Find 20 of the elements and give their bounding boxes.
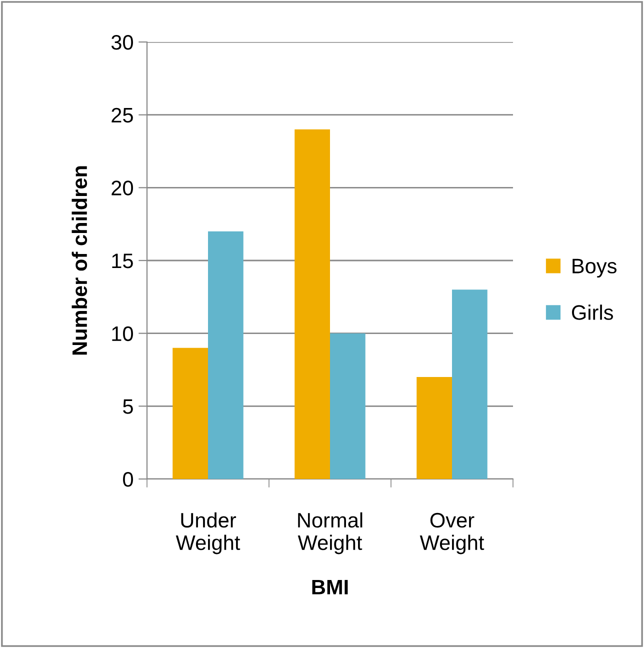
legend-label: Girls — [572, 304, 614, 320]
bar — [172, 348, 208, 479]
x-axis-title: BMI — [312, 580, 348, 594]
bar — [208, 231, 244, 479]
bar — [330, 333, 366, 479]
x-tick-label: Over Weight — [420, 512, 484, 554]
y-tick-label: 15 — [112, 254, 133, 268]
bar — [294, 129, 330, 479]
bar — [452, 290, 488, 479]
x-tick-label: Normal Weight — [298, 512, 362, 554]
x-tick-label: Under Weight — [176, 512, 240, 554]
y-axis-title: Number of children — [72, 166, 88, 355]
y-tick-label: 30 — [111, 35, 133, 50]
y-tick-label: 0 — [123, 472, 133, 487]
bar — [416, 377, 452, 479]
y-tick-label: 20 — [112, 180, 133, 196]
y-tick-label: 10 — [112, 326, 133, 342]
legend-label: Boys — [572, 258, 617, 278]
y-tick-label: 5 — [123, 399, 133, 414]
y-tick-label: 25 — [112, 108, 133, 123]
